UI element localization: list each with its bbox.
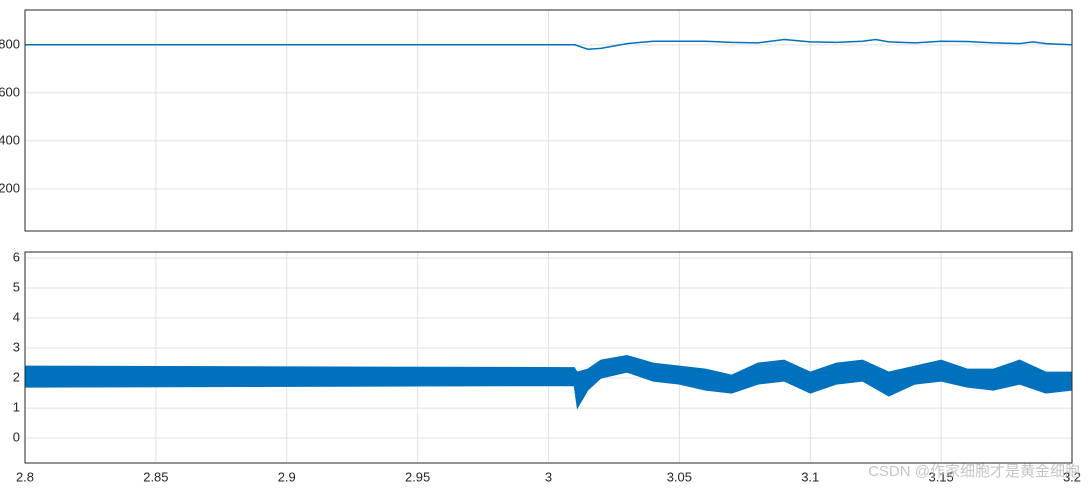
- y-tick-label: 2: [13, 369, 20, 384]
- x-tick-label: 2.85: [143, 469, 168, 484]
- y-tick-label: 0: [13, 430, 20, 445]
- axes: 1200 1400 1600 1800: [0, 9, 1073, 232]
- y-tick-label: 6: [13, 249, 20, 264]
- x-tick-label: 2.9: [278, 469, 296, 484]
- axes-frame: [24, 251, 1073, 464]
- y-tick-label: 5: [13, 279, 20, 294]
- data-line: [25, 38, 1072, 50]
- y-tick-label: 1400: [0, 132, 20, 147]
- y-tick-label: 1600: [0, 84, 20, 99]
- y-tick-label: 1200: [0, 180, 20, 195]
- x-tick-label: 3.1: [801, 469, 819, 484]
- axes-frame: [24, 9, 1073, 232]
- data-band: [25, 354, 1072, 410]
- x-tick-label: 2.95: [405, 469, 430, 484]
- y-tick-label: 4: [13, 309, 20, 324]
- axes: 2.8 2.85 2.9 2.95 3 3.05 3.1 3.15 3.2 0 1 2 3 4 5 6: [13, 249, 1081, 484]
- x-tick-label: 3: [545, 469, 552, 484]
- x-tick-label: 3.05: [667, 469, 692, 484]
- x-tick-label: 2.8: [16, 469, 34, 484]
- y-tick-label: 1800: [0, 36, 20, 51]
- y-tick-label: 1: [13, 400, 20, 415]
- x-tick-label: 3.15: [928, 469, 953, 484]
- watermark: CSDN @作家细胞才是黄金细胞: [868, 463, 1080, 480]
- x-tick-label: 3.2: [1063, 469, 1081, 484]
- y-tick-label: 3: [13, 339, 20, 354]
